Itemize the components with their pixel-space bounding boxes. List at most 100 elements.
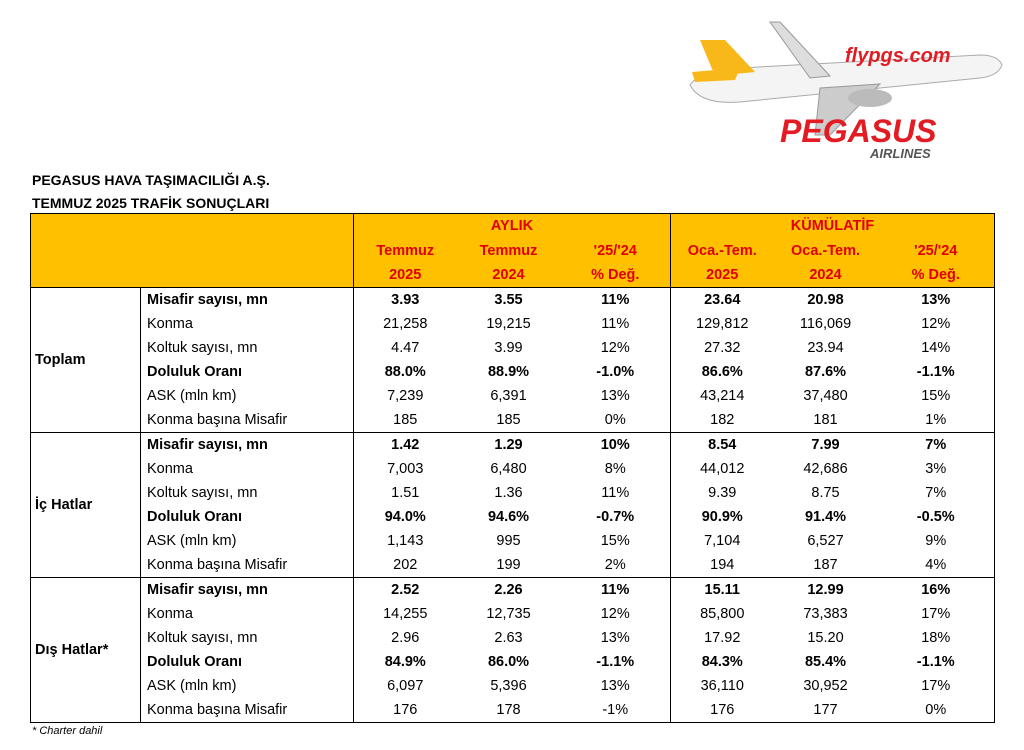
value-cell: 19,215 [486,316,531,332]
data-row: Koltuk sayısı, mn 2.96 2.63 13% 17.92 15.20 18… [31,626,995,650]
data-row: ASK (mln km) 6,097 5,396 13% 36,110 30,952 17% [31,674,995,698]
value-cell: 87.6% [804,364,847,380]
value-cell: 7,104 [670,529,774,553]
value-cell: 8.75 [811,485,840,501]
header-row: AYLIK KÜMÜLATİF [30,213,995,288]
traffic-table: AYLIK KÜMÜLATİF Temmuz 2025 Temmuz 2024'25/'2… [30,213,995,723]
group-header: AYLIK [353,213,671,239]
value-cell: 11% [601,485,630,501]
logo: flypgs.com PEGASUS AIRLINES [689,21,1003,161]
value-cell: 7% [925,437,947,453]
value-cell: 18% [921,630,951,646]
value-cell: 7,239 [353,384,457,408]
value-cell: -1.0% [596,364,635,380]
subtitle: TEMMUZ 2025 TRAFİK SONUÇLARI [32,195,270,211]
value-cell: 3.93 [353,287,457,312]
column-header: '25/'24 % Değ. [560,239,671,288]
value-cell: 85.4% [804,654,847,670]
metric-name: Doluluk Oranı [147,654,243,670]
value-cell: 20.98 [807,292,844,308]
header-corner [30,213,354,288]
value-cell: 90.9% [670,505,774,529]
data-row: Konma başına Misafir 176 178 -1% 176 177 0% [31,698,995,723]
value-cell: 13% [921,292,951,308]
column-header: Oca.-Tem. 2025 [670,239,774,288]
footnote: * Charter dahil [32,725,103,737]
value-cell: 6,480 [490,461,527,477]
metric-name: Konma [147,606,193,622]
value-cell: -1.1% [916,654,955,670]
value-cell: 181 [773,408,878,433]
section-name: İç Hatlar [30,432,141,578]
column-header-line: Temmuz [376,243,435,259]
data-row: Dış Hatlar* Misafir sayısı, mn 2.52 2.26 11%… [30,577,995,723]
value-cell: 7,003 [353,457,457,481]
column-header-line: 2024 [492,267,525,283]
value-cell: 129,812 [670,312,774,336]
value-cell: 199 [456,553,561,578]
value-cell: 0% [877,698,995,723]
value-cell: 10% [600,437,630,453]
metric-name: ASK (mln km) [147,678,237,694]
data-row: Doluluk Oranı 88.0% 88.9% -1.0% 86.6% 87.6% -1… [31,360,995,384]
value-cell: 86.6% [670,360,774,384]
value-cell: 178 [456,698,561,723]
metric-name: Doluluk Oranı [147,509,243,525]
value-cell: 2.26 [494,582,523,598]
column-header-line: '25/'24 [593,243,637,259]
value-cell: 6,527 [807,533,844,549]
data-row: Konma başına Misafir 202 199 2% 194 187 4% [31,553,995,578]
value-cell: 2.63 [494,630,523,646]
metric-name: ASK (mln km) [147,388,237,404]
value-cell: 36,110 [670,674,774,698]
column-header: Temmuz 2024 [456,239,561,288]
metric-name: Konma başına Misafir [140,408,354,433]
value-cell: 9% [925,533,947,549]
metric-name: Konma [147,316,193,332]
metric-name: Misafir sayısı, mn [147,437,268,453]
metric-name: Misafir sayısı, mn [147,292,268,308]
value-cell: 12% [921,316,951,332]
value-cell: 177 [773,698,878,723]
column-header-line: Oca.-Tem. [790,243,861,259]
column-header: Temmuz 2025 [353,239,457,288]
value-cell: 185 [353,408,457,433]
value-cell: 116,069 [799,316,852,332]
value-cell: 6,391 [490,388,527,404]
value-cell: 15% [600,533,630,549]
value-cell: 73,383 [803,606,848,622]
value-cell: 185 [456,408,561,433]
column-header-line: % Değ. [911,267,960,283]
value-cell: 11% [601,292,630,308]
column-header-line: Oca.-Tem. [687,243,757,259]
value-cell: 3.55 [494,292,523,308]
value-cell: 3.99 [494,340,523,356]
value-cell: 42,686 [803,461,848,477]
value-cell: 11% [601,316,630,332]
value-cell: 86.0% [487,654,530,670]
value-cell: 15.11 [670,577,774,602]
value-cell: 8% [604,461,626,477]
value-cell: 23.94 [807,340,844,356]
value-cell: 15.20 [807,630,844,646]
data-row: Koltuk sayısı, mn 4.47 3.99 12% 27.32 23.94 14… [31,336,995,360]
metric-name: Misafir sayısı, mn [147,582,268,598]
value-cell: -1.1% [916,364,955,380]
data-row: Doluluk Oranı 84.9% 86.0% -1.1% 84.3% 85.4% -1… [31,650,995,674]
data-row: İç Hatlar Misafir sayısı, mn 1.42 1.29 10% 8.… [30,432,995,578]
value-cell: 12,735 [486,606,531,622]
value-cell: 12% [600,340,630,356]
value-cell: 23.64 [670,287,774,312]
value-cell: 17% [921,678,951,694]
value-cell: 7.99 [811,437,840,453]
column-header: Oca.-Tem. 2024 [773,239,878,288]
column-header-line: 2024 [809,267,842,283]
value-cell: 9.39 [670,481,774,505]
metric-name: ASK (mln km) [147,533,237,549]
data-row: Konma 14,255 12,735 12% 85,800 73,383 17% [31,602,995,626]
value-cell: 88.9% [487,364,530,380]
value-cell: 1% [877,408,995,433]
value-cell: 995 [496,533,521,549]
value-cell: 0% [560,408,671,433]
